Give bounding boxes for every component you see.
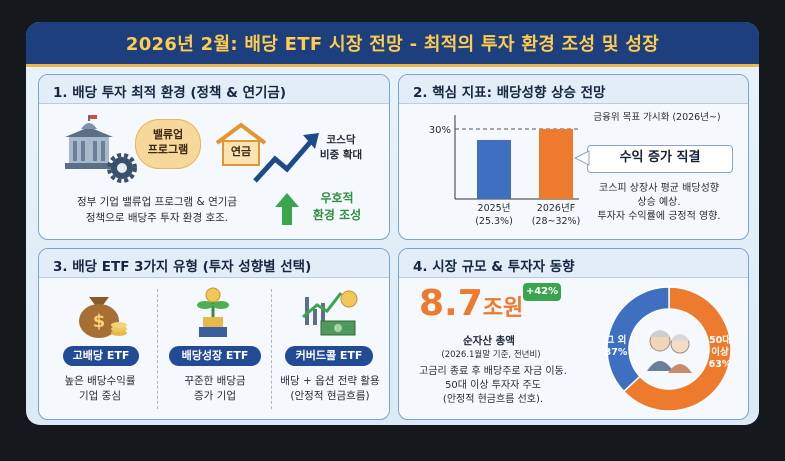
slice-label: 50대 bbox=[709, 334, 731, 346]
etf-type-covered-call: 커버드콜 ETF bbox=[285, 346, 373, 366]
aum-big-number: 8.7조원 bbox=[419, 283, 559, 331]
slice-label: 37% bbox=[605, 347, 628, 358]
money-bag-icon: $ bbox=[79, 297, 127, 338]
category-label: 2025년 bbox=[478, 203, 511, 214]
bar bbox=[539, 129, 573, 199]
divider bbox=[157, 289, 158, 409]
category-label: 2026년F bbox=[537, 203, 575, 214]
investor-description-2: 50대 이상 투자자 주도 bbox=[445, 380, 541, 391]
growth-badge: +42% bbox=[523, 283, 561, 301]
growth-value: +42% bbox=[525, 286, 559, 297]
panel-etf-types: 3. 배당 ETF 3가지 유형 (투자 성향별 선택) $ bbox=[38, 248, 390, 420]
aum-value: 8.7 bbox=[419, 283, 483, 324]
category-value-label: (25.3%) bbox=[475, 216, 513, 227]
house-label: 연금 bbox=[230, 145, 252, 158]
infographic-card: 2026년 2월: 배당 ETF 시장 전망 - 최적의 투자 환경 조성 및 … bbox=[26, 22, 759, 425]
panel-payout-ratio: 2. 핵심 지표: 배당성향 상승 전망 30% 2025년 (25.3%) 2026… bbox=[398, 74, 749, 240]
etf-type-desc: 증가 기업 bbox=[194, 390, 236, 402]
title-bar: 2026년 2월: 배당 ETF 시장 전망 - 최적의 투자 환경 조성 및 … bbox=[26, 22, 759, 67]
slice-label: 63% bbox=[709, 359, 732, 370]
category-value-label: (28~32%) bbox=[532, 216, 581, 227]
policy-description-2: 정책으로 배당주 투자 환경 호조. bbox=[85, 212, 229, 224]
chart-cash-icon bbox=[302, 290, 358, 336]
divider bbox=[271, 289, 272, 409]
favorable-label-1: 우호적 bbox=[320, 191, 354, 205]
panel-header: 1. 배당 투자 최적 환경 (정책 & 연기금) bbox=[39, 75, 389, 104]
etf-type-dividend-growth: 배당성장 ETF bbox=[169, 346, 261, 366]
reference-label: 30% bbox=[429, 125, 451, 136]
callout-text: 수익 증가 직결 bbox=[619, 150, 701, 165]
panel-header: 2. 핵심 지표: 배당성향 상승 전망 bbox=[399, 75, 748, 104]
panel-market-size: 4. 시장 규모 & 투자자 동향 8.7조원 +42% 순자산 총액 (202… bbox=[398, 248, 749, 420]
slice-label: 그 외 bbox=[606, 334, 627, 346]
svg-text:$: $ bbox=[93, 311, 106, 332]
donut-slice bbox=[606, 286, 670, 393]
panel-title: 4. 시장 규모 & 투자자 동향 bbox=[413, 259, 575, 275]
elderly-couple-icon bbox=[647, 330, 692, 373]
investor-description-3: (안정적 현금흐름 선호). bbox=[442, 394, 544, 405]
donut-slice bbox=[622, 286, 732, 412]
panel-policy-environment: 1. 배당 투자 최적 환경 (정책 & 연기금) 밸류업 프로그램 연 bbox=[38, 74, 390, 240]
up-arrow-icon bbox=[275, 193, 299, 225]
house-icon bbox=[215, 122, 267, 166]
policy-description-1: 정부 기업 밸류업 프로그램 & 연기금 bbox=[76, 196, 238, 208]
page-title: 2026년 2월: 배당 ETF 시장 전망 - 최적의 투자 환경 조성 및 … bbox=[125, 34, 660, 55]
aum-label: 순자산 총액 bbox=[463, 335, 515, 347]
etf-type-desc: 꾸준한 배당금 bbox=[184, 375, 246, 387]
investor-description-1: 고금리 종료 후 배당주로 자금 이동. bbox=[419, 366, 567, 377]
payout-description-3: 투자자 수익률에 긍정적 영향. bbox=[597, 211, 721, 222]
kosdaq-label-2: 비중 확대 bbox=[319, 149, 363, 161]
etf-type-desc: 높은 배당수익률 bbox=[64, 375, 136, 387]
plant-coin-icon bbox=[197, 287, 229, 337]
etf-type-high-dividend: 고배당 ETF bbox=[63, 346, 139, 366]
panel-title: 1. 배당 투자 최적 환경 (정책 & 연기금) bbox=[53, 85, 286, 101]
etf-type-desc: (안정적 현금흐름) bbox=[290, 390, 370, 402]
callout-box: 수익 증가 직결 bbox=[587, 145, 733, 173]
aum-unit: 조원 bbox=[482, 296, 524, 321]
etf-type-desc: 배당 + 옵션 전략 활용 bbox=[280, 375, 380, 387]
panel-title: 3. 배당 ETF 3가지 유형 (투자 성향별 선택) bbox=[53, 259, 312, 275]
panel-title: 2. 핵심 지표: 배당성향 상승 전망 bbox=[413, 85, 606, 101]
target-label: 금융위 목표 가시화 (2026년~) bbox=[593, 112, 721, 123]
panel-header: 4. 시장 규모 & 투자자 동향 bbox=[399, 249, 748, 278]
slice-label: 이상 bbox=[711, 346, 729, 358]
callout-pointer bbox=[573, 150, 590, 166]
aum-note: (2026.1월말 기준, 전년비) bbox=[441, 350, 541, 360]
bar bbox=[477, 139, 511, 199]
donut-hole bbox=[631, 311, 707, 387]
panel-header: 3. 배당 ETF 3가지 유형 (투자 성향별 선택) bbox=[39, 249, 389, 278]
payout-description-1: 코스피 상장사 평균 배당성향 bbox=[599, 183, 719, 194]
rising-arrow-icon bbox=[253, 133, 319, 183]
kosdaq-label-1: 코스닥 bbox=[326, 134, 356, 146]
valueup-badge: 밸류업 프로그램 bbox=[135, 119, 201, 169]
gear-icon bbox=[107, 153, 137, 183]
etf-type-desc: 기업 중심 bbox=[79, 390, 121, 402]
payout-description-2: 상승 예상. bbox=[637, 197, 681, 208]
valueup-label-1: 밸류업 bbox=[152, 128, 184, 141]
valueup-label-2: 프로그램 bbox=[147, 143, 189, 156]
government-building-icon bbox=[65, 115, 113, 169]
payout-bar-chart: 30% 2025년 (25.3%) 2026년F (28~32%) bbox=[429, 115, 581, 227]
favorable-label-2: 환경 조성 bbox=[312, 208, 362, 222]
